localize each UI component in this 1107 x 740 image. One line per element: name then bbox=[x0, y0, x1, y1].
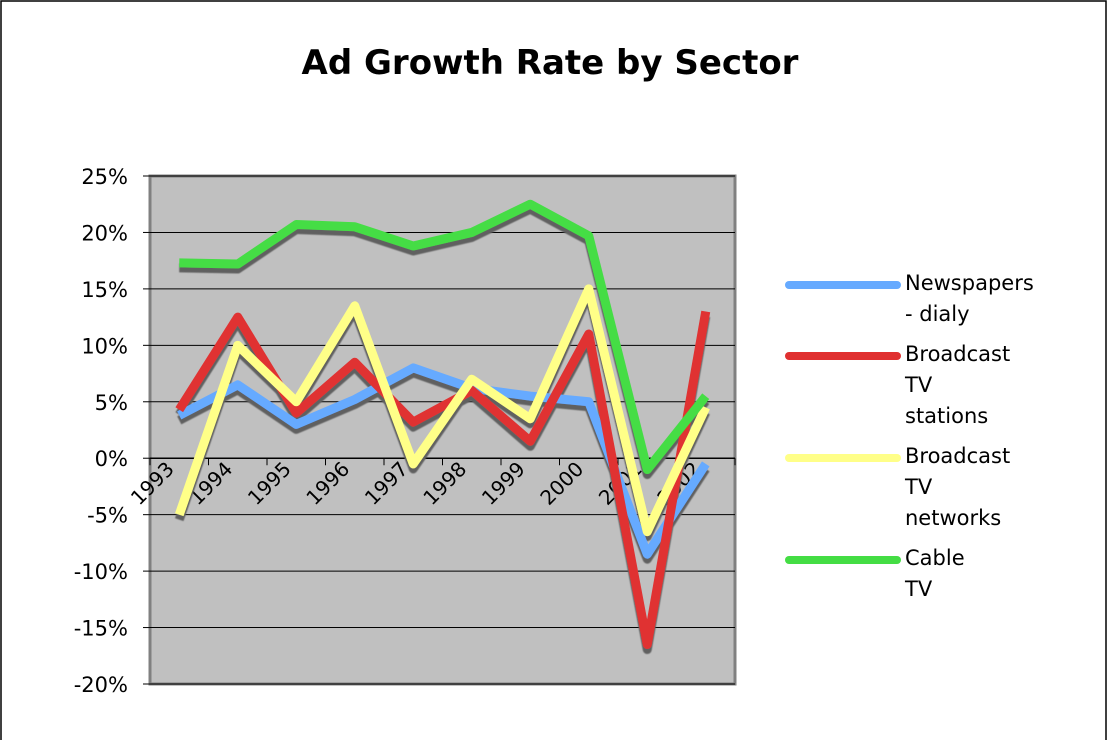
legend-entry: Broadcast TV stations bbox=[785, 339, 1010, 432]
legend-label: Broadcast TV networks bbox=[905, 444, 1011, 530]
chart-title: Ad Growth Rate by Sector bbox=[302, 43, 799, 83]
y-tick-label: 20% bbox=[81, 221, 128, 245]
legend-swatch bbox=[785, 556, 901, 564]
y-tick-label: -5% bbox=[87, 504, 128, 528]
series-line bbox=[174, 284, 710, 537]
legend-swatch bbox=[785, 352, 901, 360]
legend-label: Cable TV bbox=[905, 546, 965, 601]
legend-entry: Newspapers - dialy bbox=[785, 268, 1034, 330]
series-line bbox=[179, 199, 710, 475]
series-group bbox=[174, 199, 711, 649]
legend-label: Broadcast TV stations bbox=[905, 342, 1011, 428]
legend: Newspapers - dialy Broadcast TV stations B… bbox=[785, 268, 1034, 614]
legend-entry: Broadcast TV networks bbox=[785, 441, 1010, 534]
legend-swatch bbox=[785, 454, 901, 462]
y-tick-label: -20% bbox=[74, 673, 128, 697]
y-tick-label: 5% bbox=[95, 391, 128, 415]
legend-entry: Cable TV bbox=[785, 543, 985, 605]
legend-label: Newspapers - dialy bbox=[905, 271, 1034, 326]
legend-swatch bbox=[785, 281, 901, 289]
y-tick-label: 0% bbox=[95, 447, 128, 471]
series-line bbox=[175, 310, 711, 649]
plot-area bbox=[148, 174, 737, 686]
y-tick-label: 10% bbox=[81, 334, 128, 358]
y-tick-label: 25% bbox=[81, 165, 128, 189]
y-tick-label: -10% bbox=[74, 560, 128, 584]
y-tick-label: -15% bbox=[74, 617, 128, 641]
y-tick-label: 15% bbox=[81, 278, 128, 302]
